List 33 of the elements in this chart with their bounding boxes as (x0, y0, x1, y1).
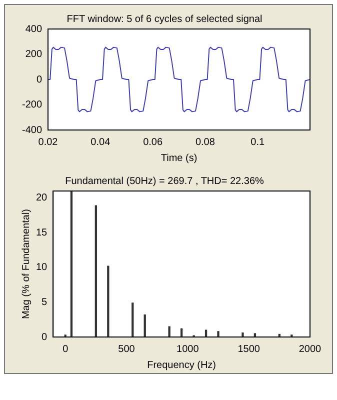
y-tick-label: 0 (42, 332, 48, 343)
x-tick-label: 0.04 (90, 136, 111, 148)
bar (217, 331, 220, 337)
x-tick-label: 0.1 (250, 136, 265, 148)
y-tick-label: 10 (36, 262, 48, 274)
x-axis-title: Time (s) (160, 152, 198, 164)
x-tick-label: 0 (62, 344, 69, 355)
x-tick-label: 0.06 (143, 136, 163, 148)
y-axis-title: Mag (% of Fundamental) (20, 208, 32, 320)
bar (107, 266, 110, 337)
bar (168, 326, 170, 337)
bar (242, 332, 244, 337)
y-tick-label: 15 (36, 227, 48, 238)
x-axis-title: Frequency (Hz) (147, 360, 216, 371)
x-tick-label: 500 (118, 344, 136, 355)
y-tick-label: -400 (22, 124, 42, 136)
y-tick-label: -200 (22, 100, 42, 110)
bar (70, 191, 73, 337)
y-tick-label: 400 (25, 24, 42, 35)
bar (144, 314, 146, 337)
bar (132, 302, 134, 337)
chart-title: FFT window: 5 of 6 cycles of selected signal (66, 14, 262, 25)
x-tick-label: 0.08 (195, 136, 216, 148)
x-tick-label: 1000 (176, 344, 200, 355)
y-tick-label: 200 (25, 49, 42, 60)
y-tick-label: 20 (36, 192, 48, 204)
bar (94, 205, 98, 337)
y-tick-label: 5 (42, 296, 48, 308)
x-tick-label: 2000 (298, 344, 322, 355)
chart-title: Fundamental (50Hz) = 269.7 , THD= 22.36% (65, 176, 264, 187)
x-tick-label: 1500 (238, 344, 260, 355)
x-tick-label: 0.02 (38, 136, 58, 148)
y-tick-label: 0 (36, 74, 42, 86)
